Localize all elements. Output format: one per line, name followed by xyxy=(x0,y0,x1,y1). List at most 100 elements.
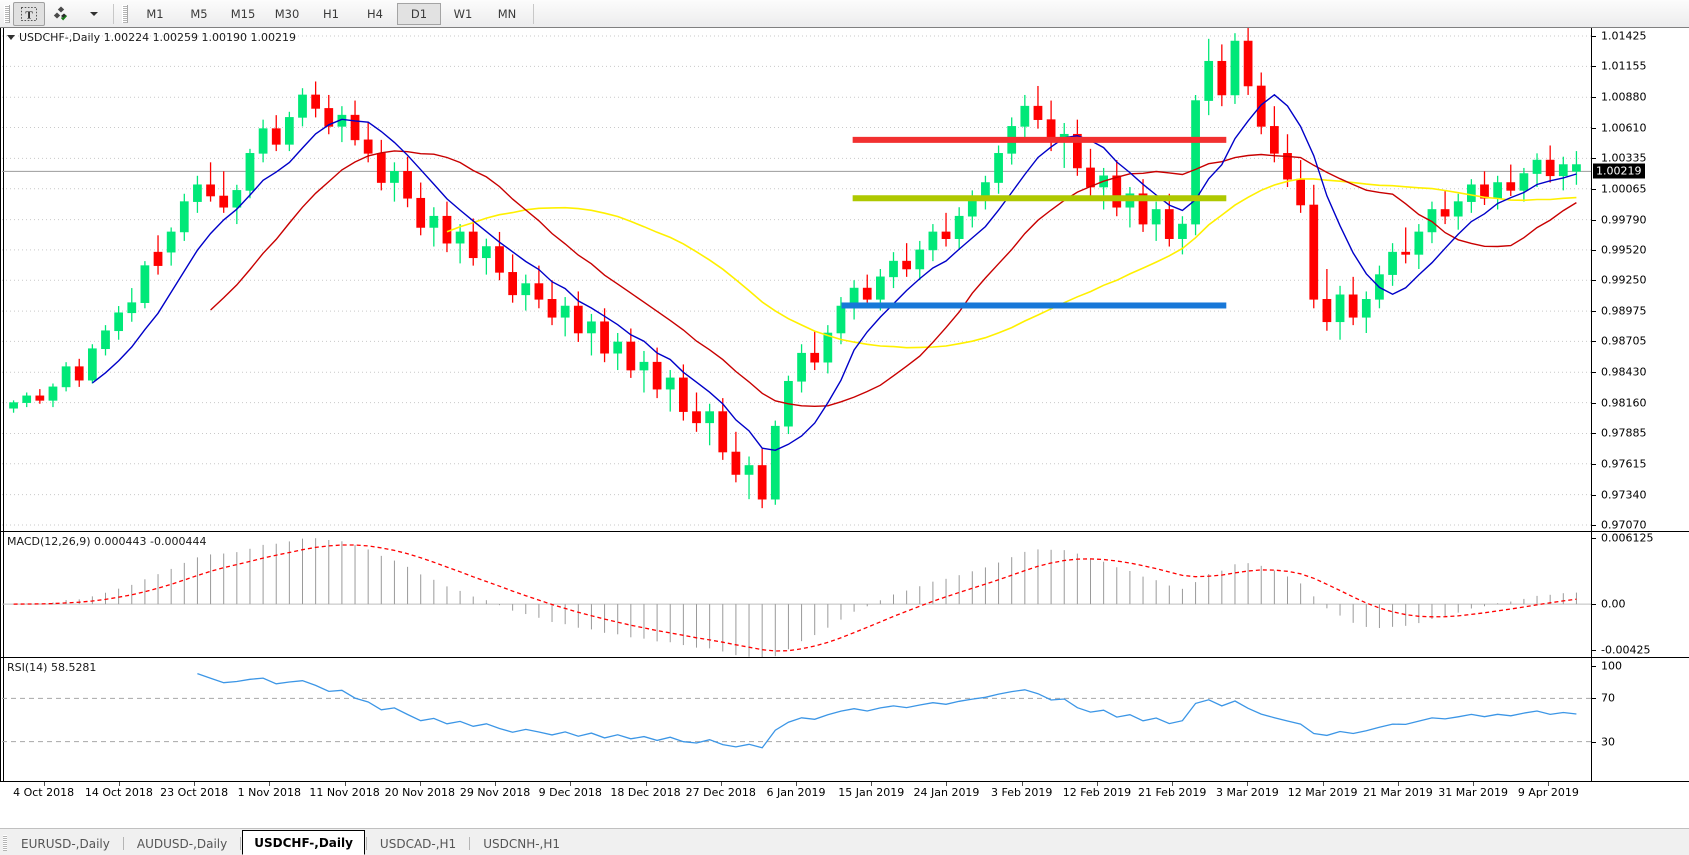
chart-tab-usdcnhh1[interactable]: USDCNH-,H1 xyxy=(483,836,561,851)
date-axis-label: 21 Feb 2019 xyxy=(1137,786,1207,799)
candle-body xyxy=(508,272,518,296)
date-axis-tick xyxy=(1021,782,1023,786)
date-axis-label: 4 Oct 2018 xyxy=(13,786,75,799)
date-axis-label: 29 Nov 2018 xyxy=(459,786,531,799)
chart-tab-audusddaily[interactable]: AUDUSD-,Daily xyxy=(136,836,228,851)
macd-axis[interactable]: 0.006125 0.00 -0.00425 xyxy=(1591,532,1689,658)
rsi-plot[interactable] xyxy=(2,658,1592,782)
candle-body xyxy=(915,249,925,270)
timeframe-m15[interactable]: M15 xyxy=(230,6,256,21)
support-line[interactable] xyxy=(841,302,1227,309)
chart-tabbar: EURUSD-,Daily AUDUSD-,Daily USDCHF-,Daily U… xyxy=(0,828,1689,855)
price-axis[interactable]: 1.01425 1.01155 1.00880 1.00610 1.00335 1.000… xyxy=(1591,28,1689,532)
timeframe-grip[interactable] xyxy=(122,4,128,23)
tab-list: EURUSD-,Daily AUDUSD-,Daily USDCHF-,Daily U… xyxy=(9,830,572,855)
candle-body xyxy=(639,361,649,371)
price-axis-label: 0.99520 xyxy=(1601,243,1647,257)
rsi-axis-label: 70 xyxy=(1601,691,1615,705)
candle-body xyxy=(442,215,452,244)
candle-body xyxy=(193,184,202,202)
price-axis-label: 0.98705 xyxy=(1601,334,1647,348)
price-axis-tick xyxy=(1592,127,1596,129)
date-axis-label: 18 Dec 2018 xyxy=(610,786,681,799)
tabbar-grip[interactable] xyxy=(3,835,7,851)
macd-pane[interactable]: MACD(12,26,9) 0.000443 -0.000444 0.00612… xyxy=(0,531,1689,658)
candle-body xyxy=(416,197,426,228)
date-axis-label: 27 Dec 2018 xyxy=(685,786,756,799)
candle-body xyxy=(1322,299,1332,323)
candle-body xyxy=(1309,204,1319,300)
candle-body xyxy=(875,276,885,300)
chevron-down-icon xyxy=(90,11,98,16)
candle-body xyxy=(587,321,596,334)
chart-tab-usdcadh1[interactable]: USDCAD-,H1 xyxy=(379,836,457,851)
current-price-label: 1.00219 xyxy=(1593,163,1645,179)
timeframe-m30[interactable]: M30 xyxy=(274,6,300,21)
candle-body xyxy=(74,366,84,381)
indicators-dropdown-icon[interactable] xyxy=(77,2,109,26)
chart-area[interactable]: USDCHF-,Daily 1.00224 1.00259 1.00190 1.… xyxy=(0,27,1689,829)
price-axis-tick xyxy=(1592,97,1596,99)
timeframe-h1[interactable]: H1 xyxy=(323,6,339,21)
candle-body xyxy=(284,117,294,145)
rsi-axis-tick xyxy=(1592,666,1596,667)
timeframe-mn[interactable]: MN xyxy=(497,6,517,21)
date-axis-label: 9 Dec 2018 xyxy=(538,786,602,799)
chart-tab-eurusddaily[interactable]: EURUSD-,Daily xyxy=(21,836,110,851)
svg-text:T: T xyxy=(25,9,33,21)
candle-body xyxy=(1178,223,1187,239)
candle-body xyxy=(1335,294,1345,323)
ma-fast-line xyxy=(91,93,1577,452)
candle-body xyxy=(1361,299,1371,318)
timeframe-h4[interactable]: H4 xyxy=(367,6,383,21)
price-axis-label: 0.97615 xyxy=(1601,457,1647,471)
price-axis-tick xyxy=(1592,463,1596,465)
date-axis[interactable]: 4 Oct 2018 14 Oct 2018 23 Oct 2018 1 Nov 20… xyxy=(0,781,1689,806)
timeframe-m1[interactable]: M1 xyxy=(146,6,164,21)
timeframe-m5[interactable]: M5 xyxy=(190,6,208,21)
resistance-line[interactable] xyxy=(852,136,1227,143)
price-axis-tick xyxy=(1592,311,1596,313)
candle-body xyxy=(744,465,754,475)
indicators-icon[interactable] xyxy=(45,2,77,26)
candle-body xyxy=(1453,201,1463,217)
timeframe-w1[interactable]: W1 xyxy=(453,6,473,21)
price-axis-label: 0.99790 xyxy=(1601,213,1647,227)
rsi-pane[interactable]: RSI(14) 58.5281 100 70 30 xyxy=(0,657,1689,782)
macd-plot[interactable] xyxy=(2,532,1592,658)
candle-body xyxy=(363,139,373,154)
rsi-axis[interactable]: 100 70 30 xyxy=(1591,658,1689,782)
macd-axis-tick xyxy=(1592,604,1596,606)
candle-body xyxy=(770,425,780,500)
candle-body xyxy=(153,251,163,266)
price-pane[interactable]: USDCHF-,Daily 1.00224 1.00259 1.00190 1.… xyxy=(0,28,1689,532)
price-axis-tick xyxy=(1592,188,1596,190)
pivot-line[interactable] xyxy=(852,195,1227,202)
timeframe-d1[interactable]: D1 xyxy=(397,2,441,25)
collapse-triangle-icon[interactable] xyxy=(7,35,15,40)
date-axis-label: 3 Feb 2019 xyxy=(990,786,1053,799)
candle-body xyxy=(1151,209,1161,225)
candle-body xyxy=(245,153,255,191)
indicators-glyph xyxy=(53,6,67,21)
candle-body xyxy=(600,321,609,354)
price-axis-label: 0.98975 xyxy=(1601,304,1647,318)
price-axis-tick xyxy=(1592,341,1596,343)
candle-body xyxy=(390,171,399,183)
toolbar-grip[interactable] xyxy=(4,4,10,23)
date-axis-tick xyxy=(1548,782,1550,786)
price-axis-label: 0.97070 xyxy=(1601,518,1647,532)
candle-body xyxy=(298,94,307,118)
chart-tab-usdchfdaily[interactable]: USDCHF-,Daily xyxy=(242,830,365,855)
candle-body xyxy=(1572,164,1581,172)
macd-pane-legend: MACD(12,26,9) 0.000443 -0.000444 xyxy=(7,535,207,548)
date-axis-tick xyxy=(43,782,45,786)
price-plot[interactable] xyxy=(2,28,1592,531)
price-axis-label: 0.97340 xyxy=(1601,488,1647,502)
candle-body xyxy=(1230,40,1240,96)
candle-body xyxy=(1414,231,1424,255)
text-label-tool-icon[interactable]: T xyxy=(13,1,45,26)
candle-body xyxy=(258,128,268,154)
toolbar: T M1 M5 M15 M30 H1 H4 D1 W1 MN xyxy=(0,0,1689,28)
tab-separator xyxy=(240,837,242,850)
